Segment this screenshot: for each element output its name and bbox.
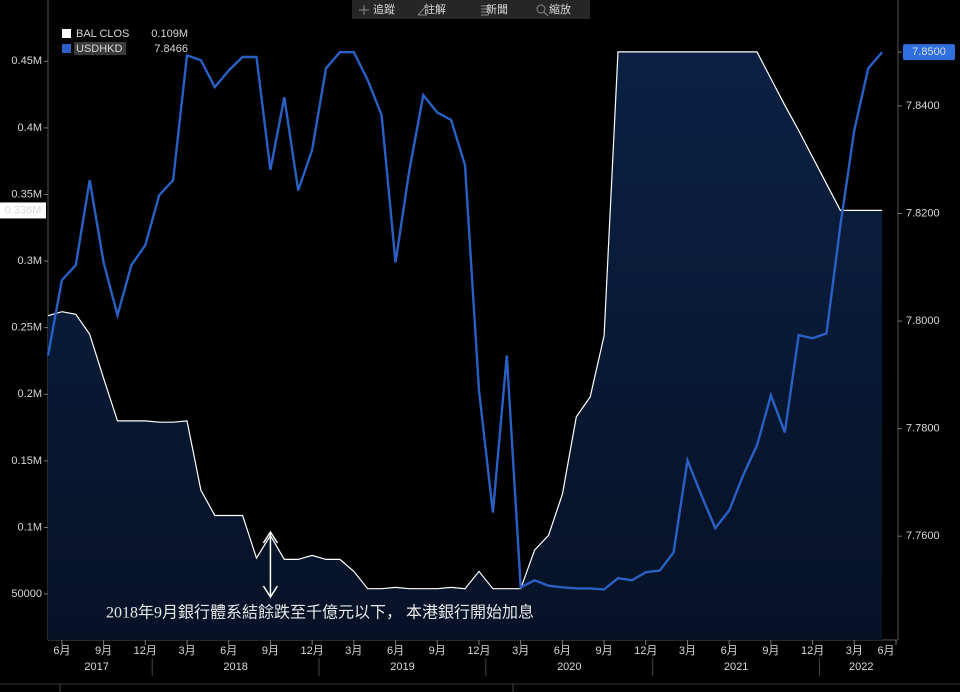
x-tick-label: 9月 (596, 645, 613, 657)
y-tick-label: 0.4M (18, 122, 42, 134)
y-tick-label: 50000 (11, 588, 42, 600)
x-tick-label: 3月 (345, 645, 362, 657)
x-tick-label: 3月 (178, 645, 195, 657)
annotation-arrowtail (262, 530, 279, 544)
legend-label: USDHKD (76, 43, 123, 55)
x-year-label: 2022 (849, 661, 873, 673)
toolbar-item[interactable]: 縮放 (549, 2, 571, 16)
legend-value: 0.109M (151, 28, 188, 40)
x-tick-label: 9月 (762, 645, 779, 657)
x-year-label: 2019 (390, 661, 414, 673)
x-tick-label: 6月 (877, 645, 894, 657)
last-value-box (0, 202, 46, 219)
x-year-label: 2018 (223, 661, 247, 673)
y-tick-label: 0.35M (11, 188, 42, 200)
series-line (47, 51, 883, 590)
y-tick-label: 0.2M (18, 388, 42, 400)
y2-tick-label: 7.7600 (906, 530, 940, 542)
x-tick-label: 6月 (220, 645, 237, 657)
y-tick-label: 0.25M (11, 322, 42, 334)
icon-annotate (417, 5, 427, 16)
x-year-label: 2017 (84, 661, 108, 673)
x-tick-label: 6月 (721, 645, 738, 657)
x-tick-label: 3月 (679, 645, 696, 657)
toolbar-item[interactable]: 追蹤 (373, 2, 395, 16)
x-tick-label: 12月 (634, 645, 657, 657)
x-tick-label: 6月 (53, 645, 70, 657)
y2-tick-label: 7.8000 (906, 315, 940, 327)
y-tick-label: 0.45M (11, 55, 42, 67)
legend-label: BAL CLOS (76, 28, 129, 40)
x-tick-label: 3月 (512, 645, 529, 657)
x-tick-label: 12月 (467, 645, 490, 657)
legend-value: 7.8466 (154, 43, 188, 55)
toolbar-bg (352, 0, 590, 19)
x-tick-label: 9月 (429, 645, 446, 657)
y-tick-label: 0.15M (11, 455, 42, 467)
y2-tick-label: 7.8400 (906, 100, 940, 112)
legend-highlight (74, 42, 126, 55)
icon-zoom-handle (543, 11, 549, 17)
x-tick-label: 6月 (554, 645, 571, 657)
x-year-label: 2021 (724, 661, 748, 673)
y2-tick-label: 7.7800 (906, 423, 940, 435)
toolbar-item[interactable]: 新聞 (486, 2, 508, 16)
x-year-label: 2020 (557, 661, 581, 673)
last-value-box (903, 44, 955, 61)
annotation-arrowhead (262, 585, 279, 599)
area (48, 51, 883, 640)
y-tick-label: 0.1M (18, 521, 42, 533)
x-tick-label: 9月 (95, 645, 112, 657)
x-tick-label: 3月 (846, 645, 863, 657)
series-line (46, 51, 884, 591)
legend-swatch (62, 29, 71, 38)
x-tick-label: 12月 (134, 645, 157, 657)
x-tick-label: 12月 (301, 645, 324, 657)
icon-zoom (536, 4, 546, 14)
legend-swatch (62, 44, 71, 53)
icon-track (359, 5, 369, 15)
last-value-label: 7.8500 (912, 46, 946, 58)
x-tick-label: 12月 (801, 645, 824, 657)
icon-news (481, 5, 489, 16)
x-tick-label: 9月 (262, 645, 279, 657)
y2-tick-label: 7.8200 (906, 207, 940, 219)
annotation: 2018年9月銀行體系結餘跌至千億元以下， 本港銀行開始加息 (106, 604, 534, 622)
toolbar-item[interactable]: 註解 (424, 2, 446, 16)
toolbar (352, 0, 590, 19)
x-tick-label: 6月 (387, 645, 404, 657)
last-value-label: 0.338M (5, 204, 42, 216)
y-tick-label: 0.3M (18, 255, 42, 267)
